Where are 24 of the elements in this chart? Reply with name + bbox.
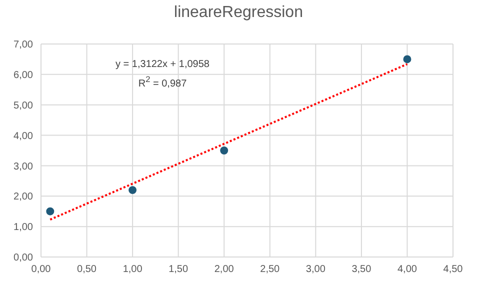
y-tick-label: 0,00 — [14, 252, 34, 264]
y-tick-label: 2,00 — [14, 192, 34, 203]
x-tick-label: 4,00 — [397, 264, 418, 276]
x-tick-label: 2,00 — [214, 264, 234, 276]
x-tick-label: 1,00 — [122, 264, 143, 276]
x-tick-label: 2,50 — [260, 264, 280, 276]
y-tick-label: 3,00 — [14, 161, 34, 172]
y-tick-label: 1,00 — [14, 222, 34, 234]
x-tick-label: 3,50 — [352, 264, 372, 276]
point — [128, 186, 137, 194]
point — [46, 207, 54, 216]
y-tick-label: 4,00 — [14, 130, 34, 142]
y-tick-label: 5,00 — [14, 100, 34, 112]
x-tick-label: 1,50 — [168, 264, 188, 276]
x-tick-label: 0,00 — [31, 264, 52, 276]
annotations: y = 1,3122x + 1,0958 R$^{2}$ = 0,987 — [114, 58, 210, 92]
x-tick-label: 4,50 — [443, 264, 464, 276]
point — [403, 55, 412, 64]
point — [220, 146, 228, 154]
x-tick-label: 0,50 — [77, 264, 97, 276]
chart-title: lineareRegression — [173, 4, 304, 22]
x-tick-label: 3,00 — [306, 264, 326, 276]
y-tick-label: 7,00 — [14, 40, 34, 51]
y-tick-label: 6,00 — [14, 70, 34, 81]
